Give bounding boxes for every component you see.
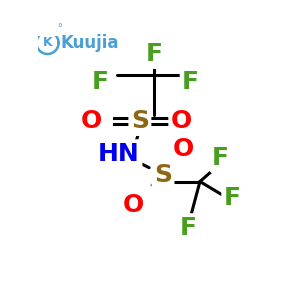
Text: F: F xyxy=(212,146,229,170)
Text: O: O xyxy=(173,137,194,161)
Text: O: O xyxy=(171,110,192,134)
Text: F: F xyxy=(145,43,162,67)
Text: O: O xyxy=(81,110,102,134)
Text: HN: HN xyxy=(98,142,140,166)
Text: F: F xyxy=(212,146,229,170)
Text: S: S xyxy=(154,163,172,187)
Text: O: O xyxy=(171,110,192,134)
Text: O: O xyxy=(81,110,102,134)
Text: O: O xyxy=(122,193,144,217)
Text: F: F xyxy=(180,216,197,240)
Text: S: S xyxy=(154,163,172,187)
Text: O: O xyxy=(122,193,144,217)
Text: F: F xyxy=(224,186,241,210)
Text: F: F xyxy=(182,70,199,94)
Text: S: S xyxy=(131,110,149,134)
Text: Kuujia: Kuujia xyxy=(61,34,119,52)
Text: F: F xyxy=(182,70,199,94)
Text: F: F xyxy=(145,43,162,67)
Text: K: K xyxy=(43,36,52,50)
Text: F: F xyxy=(92,70,109,94)
Text: °: ° xyxy=(57,23,62,34)
Text: HN: HN xyxy=(98,142,140,166)
Text: O: O xyxy=(173,137,194,161)
Text: F: F xyxy=(92,70,109,94)
Text: F: F xyxy=(180,216,197,240)
Text: S: S xyxy=(131,110,149,134)
Text: F: F xyxy=(224,186,241,210)
